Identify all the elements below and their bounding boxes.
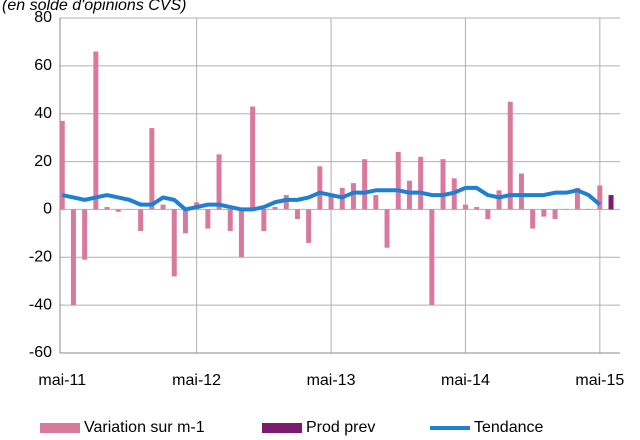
- bar: [317, 166, 323, 210]
- bar: [384, 209, 390, 248]
- bar: [429, 209, 435, 306]
- bar: [586, 209, 592, 210]
- y-tick-label: 0: [43, 201, 52, 218]
- bar: [115, 209, 121, 212]
- y-tick-label: 20: [34, 153, 52, 170]
- bar: [182, 209, 188, 234]
- bar: [395, 152, 401, 210]
- bar: [59, 120, 65, 210]
- bar: [238, 209, 244, 258]
- bar: [70, 209, 76, 306]
- bar: [362, 159, 368, 210]
- bar: [597, 185, 603, 210]
- bar: [406, 180, 412, 210]
- x-tick-label: mai-12: [172, 372, 221, 389]
- bar: [93, 51, 99, 210]
- bar: [541, 209, 547, 217]
- trend-line: [61, 185, 602, 212]
- bar: [82, 209, 88, 260]
- y-tick-label: -40: [29, 296, 52, 313]
- bar: [474, 207, 480, 210]
- legend-label: Tendance: [474, 419, 543, 436]
- bar: [373, 195, 379, 210]
- bar: [205, 209, 211, 229]
- bar: [496, 190, 502, 210]
- bar: [104, 207, 110, 210]
- bar: [306, 209, 312, 243]
- bar: [272, 207, 278, 210]
- bar: [160, 204, 166, 210]
- bar: [530, 209, 536, 229]
- bar: [350, 183, 356, 210]
- y-tick-label: 60: [34, 57, 52, 74]
- bar: [171, 209, 177, 277]
- legend-swatch: [40, 423, 80, 433]
- legend-swatch: [262, 423, 302, 433]
- bar: [138, 209, 144, 231]
- bar: [518, 173, 524, 210]
- bar: [328, 195, 334, 210]
- chart-subtitle: (en solde d'opinions CVS): [2, 0, 187, 14]
- bar: [294, 209, 300, 219]
- bar: [507, 101, 513, 210]
- bar: [126, 209, 132, 210]
- legend-label: Prod prev: [306, 419, 375, 436]
- bar: [440, 159, 446, 210]
- bar: [261, 209, 267, 231]
- bar: [462, 204, 468, 210]
- bar: [418, 156, 424, 210]
- bar: [485, 209, 491, 219]
- x-tick-label: mai-11: [38, 372, 86, 389]
- x-tick-label: mai-13: [307, 372, 356, 389]
- bar: [227, 209, 233, 231]
- bar: [149, 128, 155, 210]
- bar: [283, 195, 289, 210]
- bar: [552, 209, 558, 219]
- bar: [250, 106, 256, 210]
- y-tick-label: 40: [34, 105, 52, 122]
- bar: [574, 187, 580, 210]
- y-tick-label: 80: [34, 9, 52, 26]
- y-tick-label: -20: [29, 249, 52, 266]
- legend-label: Variation sur m-1: [84, 419, 205, 436]
- bar: [216, 154, 222, 210]
- y-tick-label: -60: [29, 344, 52, 361]
- bar: [608, 195, 614, 210]
- x-tick-label: mai-14: [441, 372, 490, 389]
- x-tick-label: mai-15: [575, 372, 624, 389]
- bar: [563, 209, 569, 210]
